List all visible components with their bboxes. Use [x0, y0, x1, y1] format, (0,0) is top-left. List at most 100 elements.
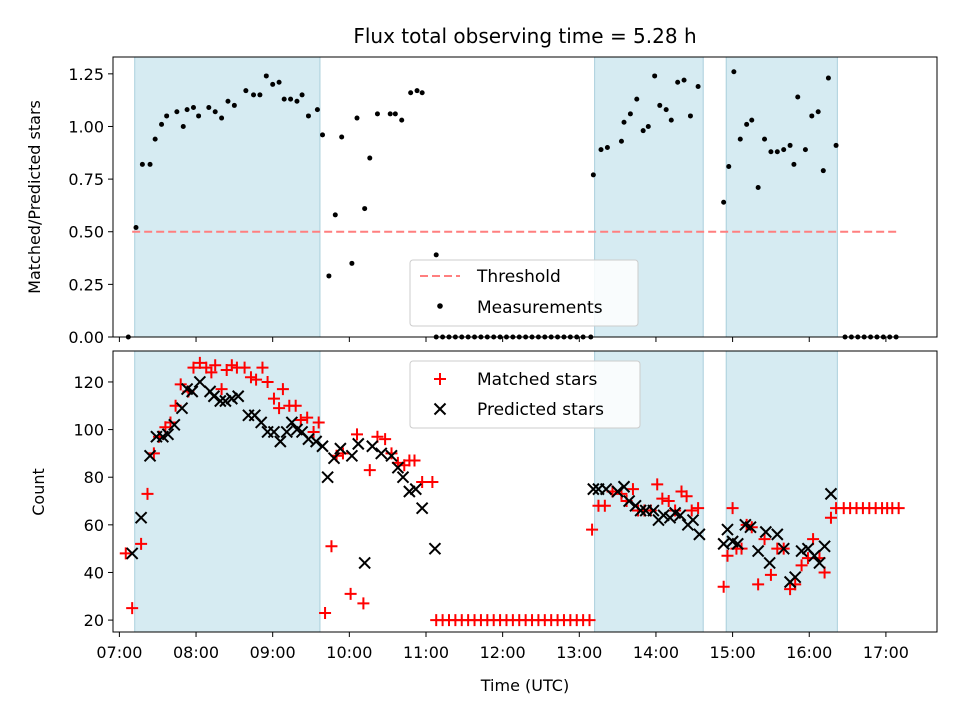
matched-star-point: [238, 361, 251, 374]
measurement-point: [326, 273, 332, 279]
measurement-point: [180, 123, 186, 129]
measurement-point: [133, 225, 139, 231]
top-y-tick-label: 0.50: [68, 223, 104, 242]
predicted-star-point: [751, 544, 765, 558]
predicted-star-point: [744, 521, 757, 534]
measurement-point: [392, 111, 398, 117]
measurement-point: [640, 128, 646, 134]
predicted-star-point: [759, 525, 773, 539]
matched-star-point: [289, 399, 302, 412]
measurement-point: [657, 102, 663, 108]
measurement-point: [339, 134, 345, 140]
predicted-star-point: [193, 375, 207, 389]
matched-star-point: [717, 580, 730, 593]
matched-star-point: [267, 392, 280, 405]
matched-star-point: [752, 578, 765, 591]
predicted-star-point: [771, 528, 784, 541]
matched-star-point: [119, 547, 132, 560]
measurement-point: [152, 136, 158, 142]
predicted-star-point: [214, 394, 227, 408]
predicted-star-point: [622, 494, 636, 508]
measurement-point: [257, 92, 263, 98]
predicted-star-point: [721, 523, 734, 536]
measurement-point: [399, 117, 405, 123]
predicted-star-point: [358, 556, 371, 570]
matched-star-point: [209, 359, 222, 372]
matched-star-point: [256, 361, 269, 374]
observing-window-1: [134, 56, 321, 338]
measurement-point: [721, 199, 727, 205]
matched-star-point: [385, 447, 398, 460]
matched-star-point: [662, 495, 675, 508]
predicted-star-point: [352, 437, 365, 451]
predicted-star-point: [125, 547, 139, 560]
predicted-star-point: [599, 482, 613, 496]
measurement-point: [299, 92, 305, 98]
matched-star-point: [141, 487, 154, 500]
predicted-star-point: [617, 480, 631, 493]
measurement-point: [270, 81, 276, 87]
measurement-point: [408, 90, 414, 96]
predicted-star-point: [280, 425, 293, 439]
measurement-point: [768, 149, 774, 155]
measurement-point: [196, 113, 202, 119]
bottom-y-tick-label: 60: [84, 516, 104, 535]
predicted-star-point: [143, 449, 157, 462]
matched-star-point: [357, 597, 370, 610]
predicted-legend-swatch: [433, 402, 447, 416]
x-tick-label: 17:00: [863, 643, 909, 662]
matched-star-point: [583, 614, 596, 627]
measurement-point: [621, 119, 627, 125]
predicted-star-point: [345, 449, 359, 462]
matched-star-point: [795, 559, 808, 572]
matched-star-point: [261, 375, 274, 388]
measurement-point: [681, 77, 687, 83]
measurement-point: [139, 161, 145, 167]
measurement-point: [225, 98, 231, 104]
top-y-tick-label: 0.00: [68, 328, 104, 347]
measurement-point: [174, 109, 180, 115]
matched-star-point: [426, 475, 439, 488]
measurement-point: [663, 107, 669, 113]
measurement-point: [433, 252, 439, 258]
matched-star-point: [379, 433, 392, 446]
top-x-ticks: [118, 337, 887, 342]
matched-star-point: [164, 416, 177, 429]
matched-star-point: [692, 502, 705, 515]
predicted-star-point: [391, 461, 405, 474]
x-tick-label: 16:00: [786, 643, 832, 662]
matched-star-point: [351, 428, 364, 441]
matched-stars-points: [119, 356, 905, 627]
measurement-point: [367, 155, 373, 161]
predicted-star-point: [731, 537, 744, 551]
measurement-point: [820, 168, 826, 174]
matched-star-point: [205, 366, 218, 379]
predicted-star-point: [777, 542, 790, 555]
predicted-star-point: [788, 571, 802, 584]
predicted-star-point: [185, 385, 199, 398]
predicted-star-point: [647, 504, 660, 517]
predicted-star-point: [161, 428, 175, 441]
measurement-point: [263, 73, 269, 79]
observing-windows-top: [134, 56, 838, 338]
predicted-star-point: [274, 435, 287, 448]
measurement-point: [354, 115, 360, 121]
measurement-point: [147, 161, 153, 167]
matched-star-point: [215, 383, 228, 396]
top-legend-box: [409, 259, 639, 327]
measurement-point: [687, 113, 693, 119]
bottom-y-tick-label: 20: [84, 611, 104, 630]
x-tick-label: 13:00: [556, 643, 602, 662]
measurement-point: [731, 69, 737, 75]
measurement-point: [675, 79, 681, 85]
observing-window-3: [725, 56, 838, 338]
top-y-axis-label: Matched/Predicted stars: [25, 100, 44, 294]
predicted-star-point: [207, 390, 221, 403]
predicted-star-point: [316, 440, 329, 453]
predicted-star-point: [686, 513, 700, 527]
matched-star-point: [344, 587, 357, 600]
measurement-point: [634, 96, 640, 102]
matched-star-point: [312, 416, 325, 429]
measurement-point: [212, 109, 218, 115]
measurement-point: [755, 185, 761, 191]
